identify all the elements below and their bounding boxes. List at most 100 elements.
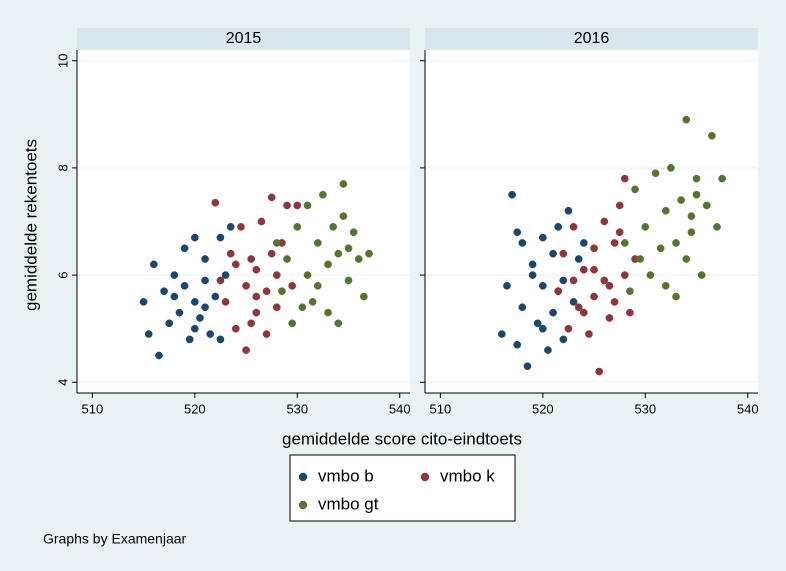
point [549, 308, 557, 317]
point [538, 233, 547, 242]
point [288, 319, 297, 328]
x-tick-label: 520 [184, 401, 206, 416]
point [293, 223, 302, 231]
point [211, 198, 220, 207]
point [523, 362, 532, 371]
y-tick-label: 6 [55, 271, 70, 278]
y-tick-label: 8 [55, 164, 70, 171]
point [595, 367, 604, 376]
point [221, 271, 230, 279]
point [231, 324, 240, 333]
point [626, 308, 634, 317]
point [344, 276, 353, 285]
point [636, 255, 645, 263]
legend-marker [420, 472, 430, 482]
legend-box [289, 454, 516, 522]
point [697, 271, 706, 279]
note: Graphs by Examenjaar [43, 531, 187, 547]
point [216, 276, 225, 285]
point [313, 239, 322, 247]
point [267, 249, 276, 258]
point [682, 255, 691, 263]
point [139, 298, 148, 306]
point [600, 217, 609, 226]
point [165, 319, 174, 328]
point [610, 239, 619, 247]
point [513, 340, 522, 349]
point [533, 319, 542, 328]
plot-area [77, 50, 410, 393]
point [605, 314, 614, 322]
point [242, 346, 250, 354]
panel-title: 2015 [226, 30, 262, 47]
point [272, 239, 281, 247]
point [303, 201, 312, 210]
point [303, 271, 312, 279]
point [672, 239, 680, 247]
point [672, 292, 680, 301]
point [708, 131, 716, 140]
point [528, 260, 537, 269]
point [190, 324, 199, 333]
point [293, 201, 302, 210]
point [615, 201, 624, 210]
legend-marker [298, 472, 308, 482]
point [247, 319, 256, 328]
legend-label: vmbo k [440, 466, 495, 485]
point [324, 308, 332, 317]
point [175, 308, 184, 317]
point [569, 276, 578, 285]
y-tick-label: 10 [55, 53, 70, 67]
point [324, 260, 332, 269]
point [585, 330, 593, 338]
point [170, 292, 179, 301]
point [620, 174, 629, 183]
point [262, 330, 271, 338]
point [713, 223, 721, 231]
point [554, 287, 563, 296]
point [646, 271, 655, 279]
point [278, 287, 286, 296]
point [349, 228, 358, 237]
point [549, 249, 557, 258]
point [185, 335, 194, 344]
point [201, 276, 209, 285]
point [365, 249, 373, 258]
point [559, 276, 568, 285]
point [651, 169, 660, 178]
point [538, 281, 547, 290]
point [559, 249, 568, 258]
x-tick-label: 530 [286, 401, 308, 416]
plot-area [425, 50, 758, 393]
point [631, 185, 639, 194]
point [288, 281, 297, 290]
point [590, 265, 598, 274]
point [641, 223, 650, 231]
point [513, 228, 522, 237]
legend-marker [298, 500, 308, 510]
x-tick-label: 540 [389, 401, 411, 416]
point [528, 271, 537, 279]
y-tick-label: 4 [55, 379, 70, 386]
point [216, 335, 225, 344]
point [211, 292, 220, 301]
point [661, 281, 670, 290]
point [201, 303, 209, 312]
point [149, 260, 158, 269]
point [298, 303, 307, 312]
point [667, 164, 675, 172]
x-tick-label: 530 [634, 401, 656, 416]
point [615, 228, 624, 237]
point [190, 298, 199, 306]
point [313, 281, 322, 290]
point [497, 330, 506, 338]
point [308, 298, 317, 306]
point [554, 223, 563, 231]
panel-title: 2016 [574, 30, 610, 47]
point [206, 330, 215, 338]
point [252, 292, 261, 301]
point [564, 324, 573, 333]
point [579, 308, 588, 317]
point [180, 244, 189, 253]
point [661, 206, 670, 215]
